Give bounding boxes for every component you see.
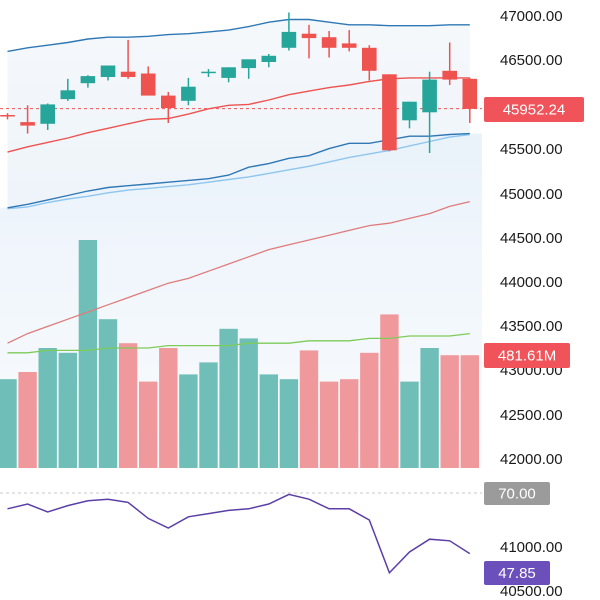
candle-body[interactable]: [201, 71, 216, 74]
current-price-badge-bg: [484, 97, 584, 122]
volume-bar[interactable]: [340, 379, 359, 468]
volume-bar[interactable]: [58, 352, 77, 468]
volume-bar[interactable]: [460, 355, 479, 468]
y-axis-tick-label: 44000.00: [500, 274, 563, 291]
volume-ma-long-line: [7, 200, 470, 344]
rsi-line: [7, 493, 471, 575]
y-axis-tick-label: 46500.00: [500, 52, 563, 69]
candle-body[interactable]: [301, 33, 317, 39]
volume-bar[interactable]: [139, 381, 158, 468]
volume-bar[interactable]: [199, 362, 218, 468]
candle-body[interactable]: [241, 59, 256, 69]
bollinger-upper-line: [7, 18, 470, 53]
rsi-upper-badge-bg: [484, 482, 550, 505]
candle-body[interactable]: [181, 86, 196, 101]
rsi-upper-badge: 70.00: [498, 486, 536, 503]
volume-bar[interactable]: [360, 352, 379, 468]
candle-body[interactable]: [100, 65, 116, 78]
candle-body[interactable]: [120, 71, 136, 77]
volume-bar[interactable]: [400, 381, 419, 468]
y-axis-tick-label: 45500.00: [500, 141, 563, 158]
candle-body[interactable]: [261, 55, 277, 62]
y-axis-tick-label: 42000.00: [500, 451, 563, 468]
volume-bar[interactable]: [440, 355, 459, 468]
y-axis-tick-label: 47000.00: [500, 8, 563, 25]
y-axis-tick-label: 43500.00: [500, 318, 563, 335]
candle-body[interactable]: [0, 115, 15, 117]
volume-bar[interactable]: [159, 348, 178, 468]
candle-body[interactable]: [140, 73, 156, 96]
volume-bar[interactable]: [239, 338, 258, 468]
candle-body[interactable]: [362, 47, 377, 71]
y-axis-tick-label: 41000.00: [500, 539, 563, 556]
candle-body[interactable]: [402, 101, 417, 121]
candle-body[interactable]: [20, 122, 35, 126]
volume-bar[interactable]: [259, 374, 278, 468]
candle-body[interactable]: [442, 70, 457, 80]
volume-ma-short-line: [7, 332, 470, 354]
volume-bar[interactable]: [219, 328, 238, 468]
candle-body[interactable]: [462, 78, 478, 109]
rsi-value-badge-bg: [484, 561, 550, 585]
volume-bar[interactable]: [279, 379, 299, 468]
volume-bar[interactable]: [18, 372, 37, 468]
volume-bar[interactable]: [98, 319, 118, 468]
volume-badge-bg: [484, 343, 570, 368]
current-price-badge: 45952.24: [503, 102, 566, 119]
volume-bar[interactable]: [299, 350, 319, 468]
y-axis-tick-label: 40500.00: [500, 583, 563, 600]
volume-bar[interactable]: [78, 240, 98, 468]
candle-body[interactable]: [422, 79, 437, 113]
y-axis-tick-label: 42500.00: [500, 407, 563, 424]
candle-body[interactable]: [281, 31, 297, 48]
candle-body[interactable]: [80, 76, 96, 84]
candle-body[interactable]: [382, 74, 397, 151]
candle-body[interactable]: [60, 90, 76, 100]
candle-body[interactable]: [40, 104, 55, 124]
volume-bar[interactable]: [380, 314, 399, 468]
candle-body[interactable]: [341, 43, 357, 48]
candle-body[interactable]: [161, 95, 176, 108]
y-axis-tick-label: 45000.00: [500, 186, 563, 203]
volume-bar[interactable]: [0, 379, 17, 468]
volume-bar[interactable]: [38, 348, 57, 468]
candle-body[interactable]: [221, 67, 236, 78]
volume-bar[interactable]: [420, 348, 439, 468]
volume-bar[interactable]: [319, 381, 339, 468]
rsi-value-badge: 47.85: [498, 565, 536, 582]
volume-badge: 481.61M: [498, 348, 556, 365]
y-axis-tick-label: 44500.00: [500, 230, 563, 247]
candle-body[interactable]: [321, 37, 337, 48]
volume-bar[interactable]: [118, 343, 138, 468]
bollinger-band-fill: [7, 19, 470, 208]
volume-bar[interactable]: [179, 374, 198, 468]
